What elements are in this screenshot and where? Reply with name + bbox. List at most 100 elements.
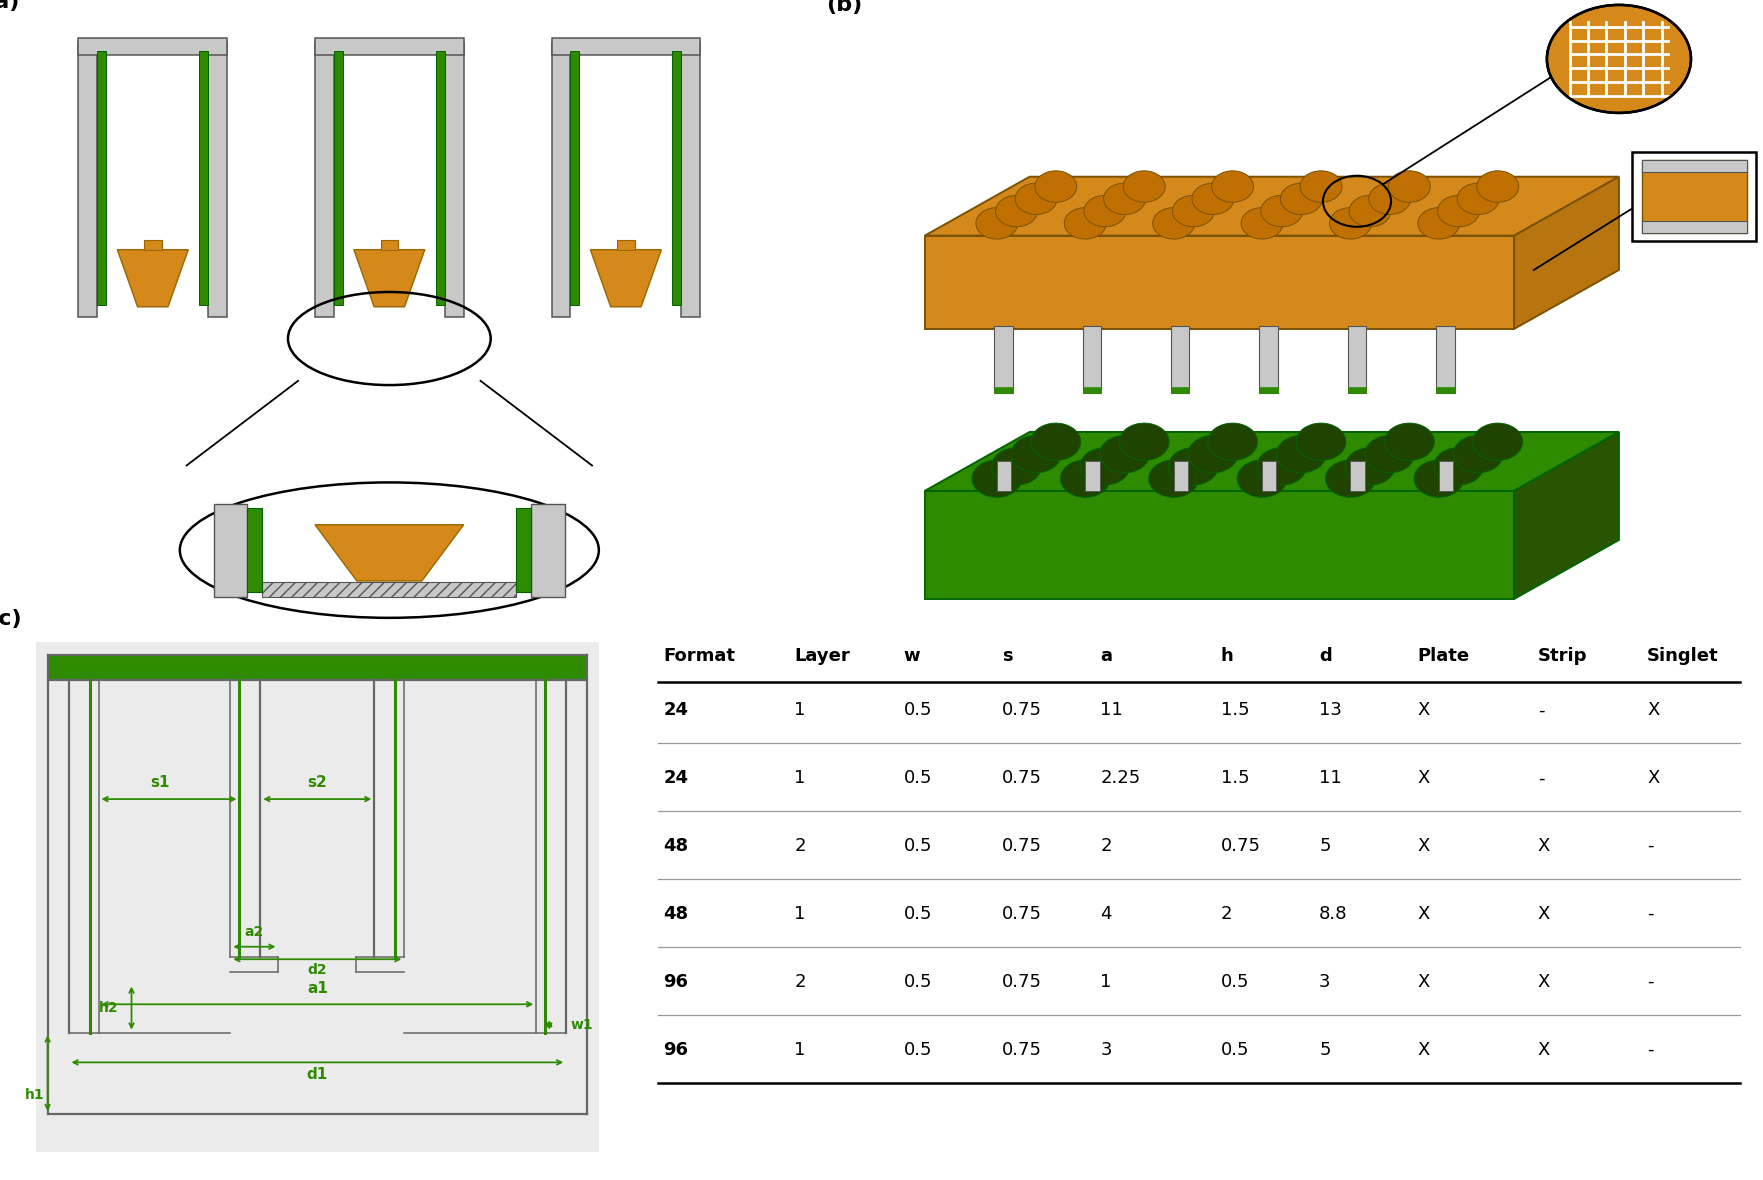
Text: 1: 1: [795, 1041, 806, 1058]
Text: 2: 2: [1100, 837, 1112, 856]
Text: d2: d2: [307, 963, 328, 977]
Circle shape: [1060, 460, 1111, 497]
Text: 5: 5: [1319, 1041, 1331, 1058]
Circle shape: [1065, 208, 1105, 240]
Text: 3: 3: [1100, 1041, 1112, 1058]
Text: 1: 1: [795, 769, 806, 787]
Polygon shape: [926, 236, 1514, 329]
Bar: [1082, 387, 1100, 393]
Bar: [1350, 461, 1365, 491]
Text: X: X: [1417, 1041, 1430, 1058]
Bar: [672, 51, 681, 304]
Text: X: X: [1417, 769, 1430, 787]
Circle shape: [1472, 424, 1523, 460]
Circle shape: [1012, 435, 1061, 473]
Bar: [1641, 221, 1747, 234]
Circle shape: [1257, 447, 1306, 485]
Text: X: X: [1417, 837, 1430, 856]
Text: h2: h2: [99, 1001, 118, 1015]
Text: X: X: [1537, 972, 1550, 991]
Polygon shape: [926, 432, 1618, 491]
Bar: [531, 504, 564, 597]
Polygon shape: [591, 250, 661, 307]
Text: h1: h1: [25, 1088, 44, 1102]
Text: 0.75: 0.75: [1001, 837, 1042, 856]
Bar: [994, 387, 1012, 393]
Polygon shape: [118, 250, 189, 307]
Circle shape: [1172, 196, 1215, 227]
Circle shape: [1365, 435, 1414, 473]
Bar: [333, 51, 342, 304]
Circle shape: [1238, 460, 1287, 497]
Bar: [213, 504, 247, 597]
Text: 0.5: 0.5: [904, 837, 933, 856]
Circle shape: [1280, 183, 1322, 215]
Circle shape: [1417, 208, 1460, 240]
Text: X: X: [1647, 769, 1659, 787]
Bar: [1171, 327, 1190, 393]
Text: 1: 1: [1100, 972, 1112, 991]
Text: (a): (a): [0, 0, 19, 12]
Text: 1: 1: [795, 701, 806, 720]
Text: 2: 2: [795, 837, 806, 856]
Bar: [552, 38, 700, 55]
Text: 0.5: 0.5: [904, 769, 933, 787]
Text: 11: 11: [1100, 701, 1123, 720]
Polygon shape: [926, 491, 1514, 599]
Bar: [1641, 159, 1747, 234]
Bar: [552, 42, 571, 317]
Bar: [1171, 387, 1190, 393]
Text: 0.75: 0.75: [1220, 837, 1261, 856]
Text: 2: 2: [795, 972, 806, 991]
Text: d1: d1: [307, 1067, 328, 1082]
Bar: [1082, 327, 1100, 393]
Text: 0.75: 0.75: [1001, 1041, 1042, 1058]
Bar: [1174, 461, 1188, 491]
Polygon shape: [354, 250, 425, 307]
Text: Singlet: Singlet: [1647, 647, 1719, 666]
Circle shape: [1031, 424, 1081, 460]
Polygon shape: [1514, 177, 1618, 329]
Text: 1: 1: [795, 905, 806, 923]
Circle shape: [1326, 460, 1375, 497]
Text: X: X: [1417, 972, 1430, 991]
Circle shape: [1104, 183, 1146, 215]
Bar: [1086, 461, 1100, 491]
Circle shape: [1120, 424, 1169, 460]
Text: 96: 96: [663, 1041, 688, 1058]
Circle shape: [1384, 424, 1435, 460]
Bar: [1349, 387, 1366, 393]
Circle shape: [971, 460, 1023, 497]
FancyBboxPatch shape: [1633, 152, 1756, 241]
Circle shape: [1241, 208, 1283, 240]
Text: Layer: Layer: [795, 647, 850, 666]
Text: (b): (b): [827, 0, 862, 15]
Text: 0.5: 0.5: [904, 1041, 933, 1058]
Bar: [247, 507, 263, 592]
Bar: [1259, 327, 1278, 393]
Circle shape: [1477, 171, 1518, 202]
Bar: [1259, 387, 1278, 393]
Bar: [208, 42, 227, 317]
Bar: [435, 51, 444, 304]
Polygon shape: [316, 525, 464, 581]
Text: 96: 96: [663, 972, 688, 991]
Text: X: X: [1417, 701, 1430, 720]
Text: X: X: [1537, 1041, 1550, 1058]
Bar: [97, 51, 106, 304]
Text: w1: w1: [569, 1018, 592, 1031]
Text: 24: 24: [663, 701, 688, 720]
Circle shape: [1123, 171, 1165, 202]
Bar: [617, 241, 635, 250]
Circle shape: [1546, 5, 1691, 113]
Text: -: -: [1647, 837, 1654, 856]
Circle shape: [1368, 183, 1410, 215]
Text: X: X: [1647, 701, 1659, 720]
Text: 1.5: 1.5: [1220, 769, 1250, 787]
Bar: [996, 461, 1012, 491]
Circle shape: [1192, 183, 1234, 215]
Bar: [444, 42, 464, 317]
Bar: [517, 507, 531, 592]
Bar: [48, 655, 587, 680]
Circle shape: [1208, 424, 1257, 460]
